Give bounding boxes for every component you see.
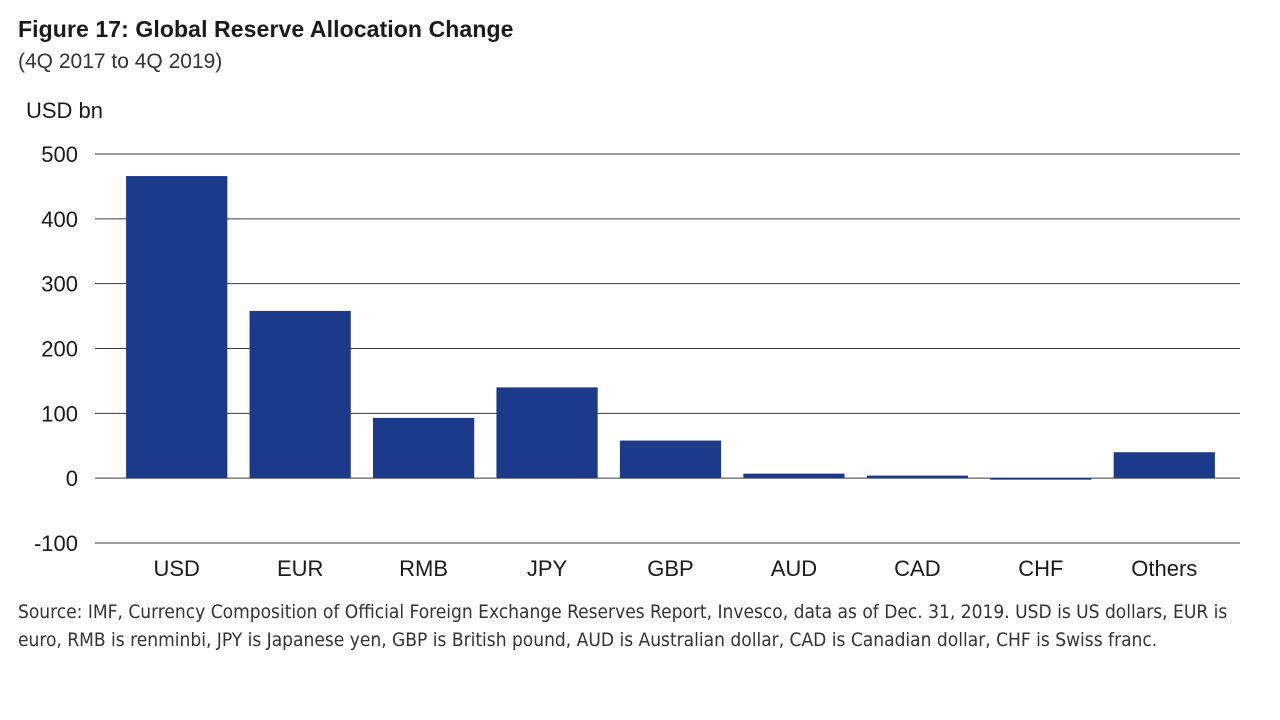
bar-aud xyxy=(743,473,845,479)
chart-subtitle: (4Q 2017 to 4Q 2019) xyxy=(18,50,223,73)
x-category-label: AUD xyxy=(771,556,817,581)
bar-gbp xyxy=(619,440,722,479)
bar-others xyxy=(1113,452,1215,479)
y-tick-label: 500 xyxy=(41,142,78,167)
chart-title: Figure 17: Global Reserve Allocation Cha… xyxy=(18,16,514,42)
source-note: Source: IMF, Currency Composition of Off… xyxy=(18,601,1228,651)
y-tick-label: 0 xyxy=(66,466,78,491)
x-category-label: GBP xyxy=(647,556,693,581)
x-category-label: RMB xyxy=(399,556,448,581)
x-category-label: CHF xyxy=(1018,556,1063,581)
y-tick-label: 100 xyxy=(41,401,78,426)
x-axis-categories: USD EUR RMB JPY GBP AUD CAD CHF Others xyxy=(153,556,1197,581)
x-category-label: Others xyxy=(1131,556,1197,581)
y-tick-label: 400 xyxy=(41,207,78,232)
bar-jpy xyxy=(496,387,598,479)
bar-eur xyxy=(249,310,351,479)
x-category-label: EUR xyxy=(277,556,323,581)
y-axis-ticks: 500 400 300 200 100 0 -100 xyxy=(34,142,78,556)
x-category-label: CAD xyxy=(894,556,940,581)
bar-usd xyxy=(126,176,228,479)
bar-chart: USD bn 500 400 300 200 100 0 -100 USD EUR RMB JPY… xyxy=(26,98,1240,581)
y-tick-label: -100 xyxy=(34,531,78,556)
bar-cad xyxy=(866,475,969,479)
y-tick-label: 300 xyxy=(41,272,78,297)
x-category-label: USD xyxy=(153,556,199,581)
bars xyxy=(126,176,1215,480)
bar-rmb xyxy=(372,417,475,479)
y-tick-label: 200 xyxy=(41,337,78,362)
y-axis-unit-label: USD bn xyxy=(26,98,103,123)
bar-chf xyxy=(990,478,1092,480)
x-category-label: JPY xyxy=(527,556,568,581)
